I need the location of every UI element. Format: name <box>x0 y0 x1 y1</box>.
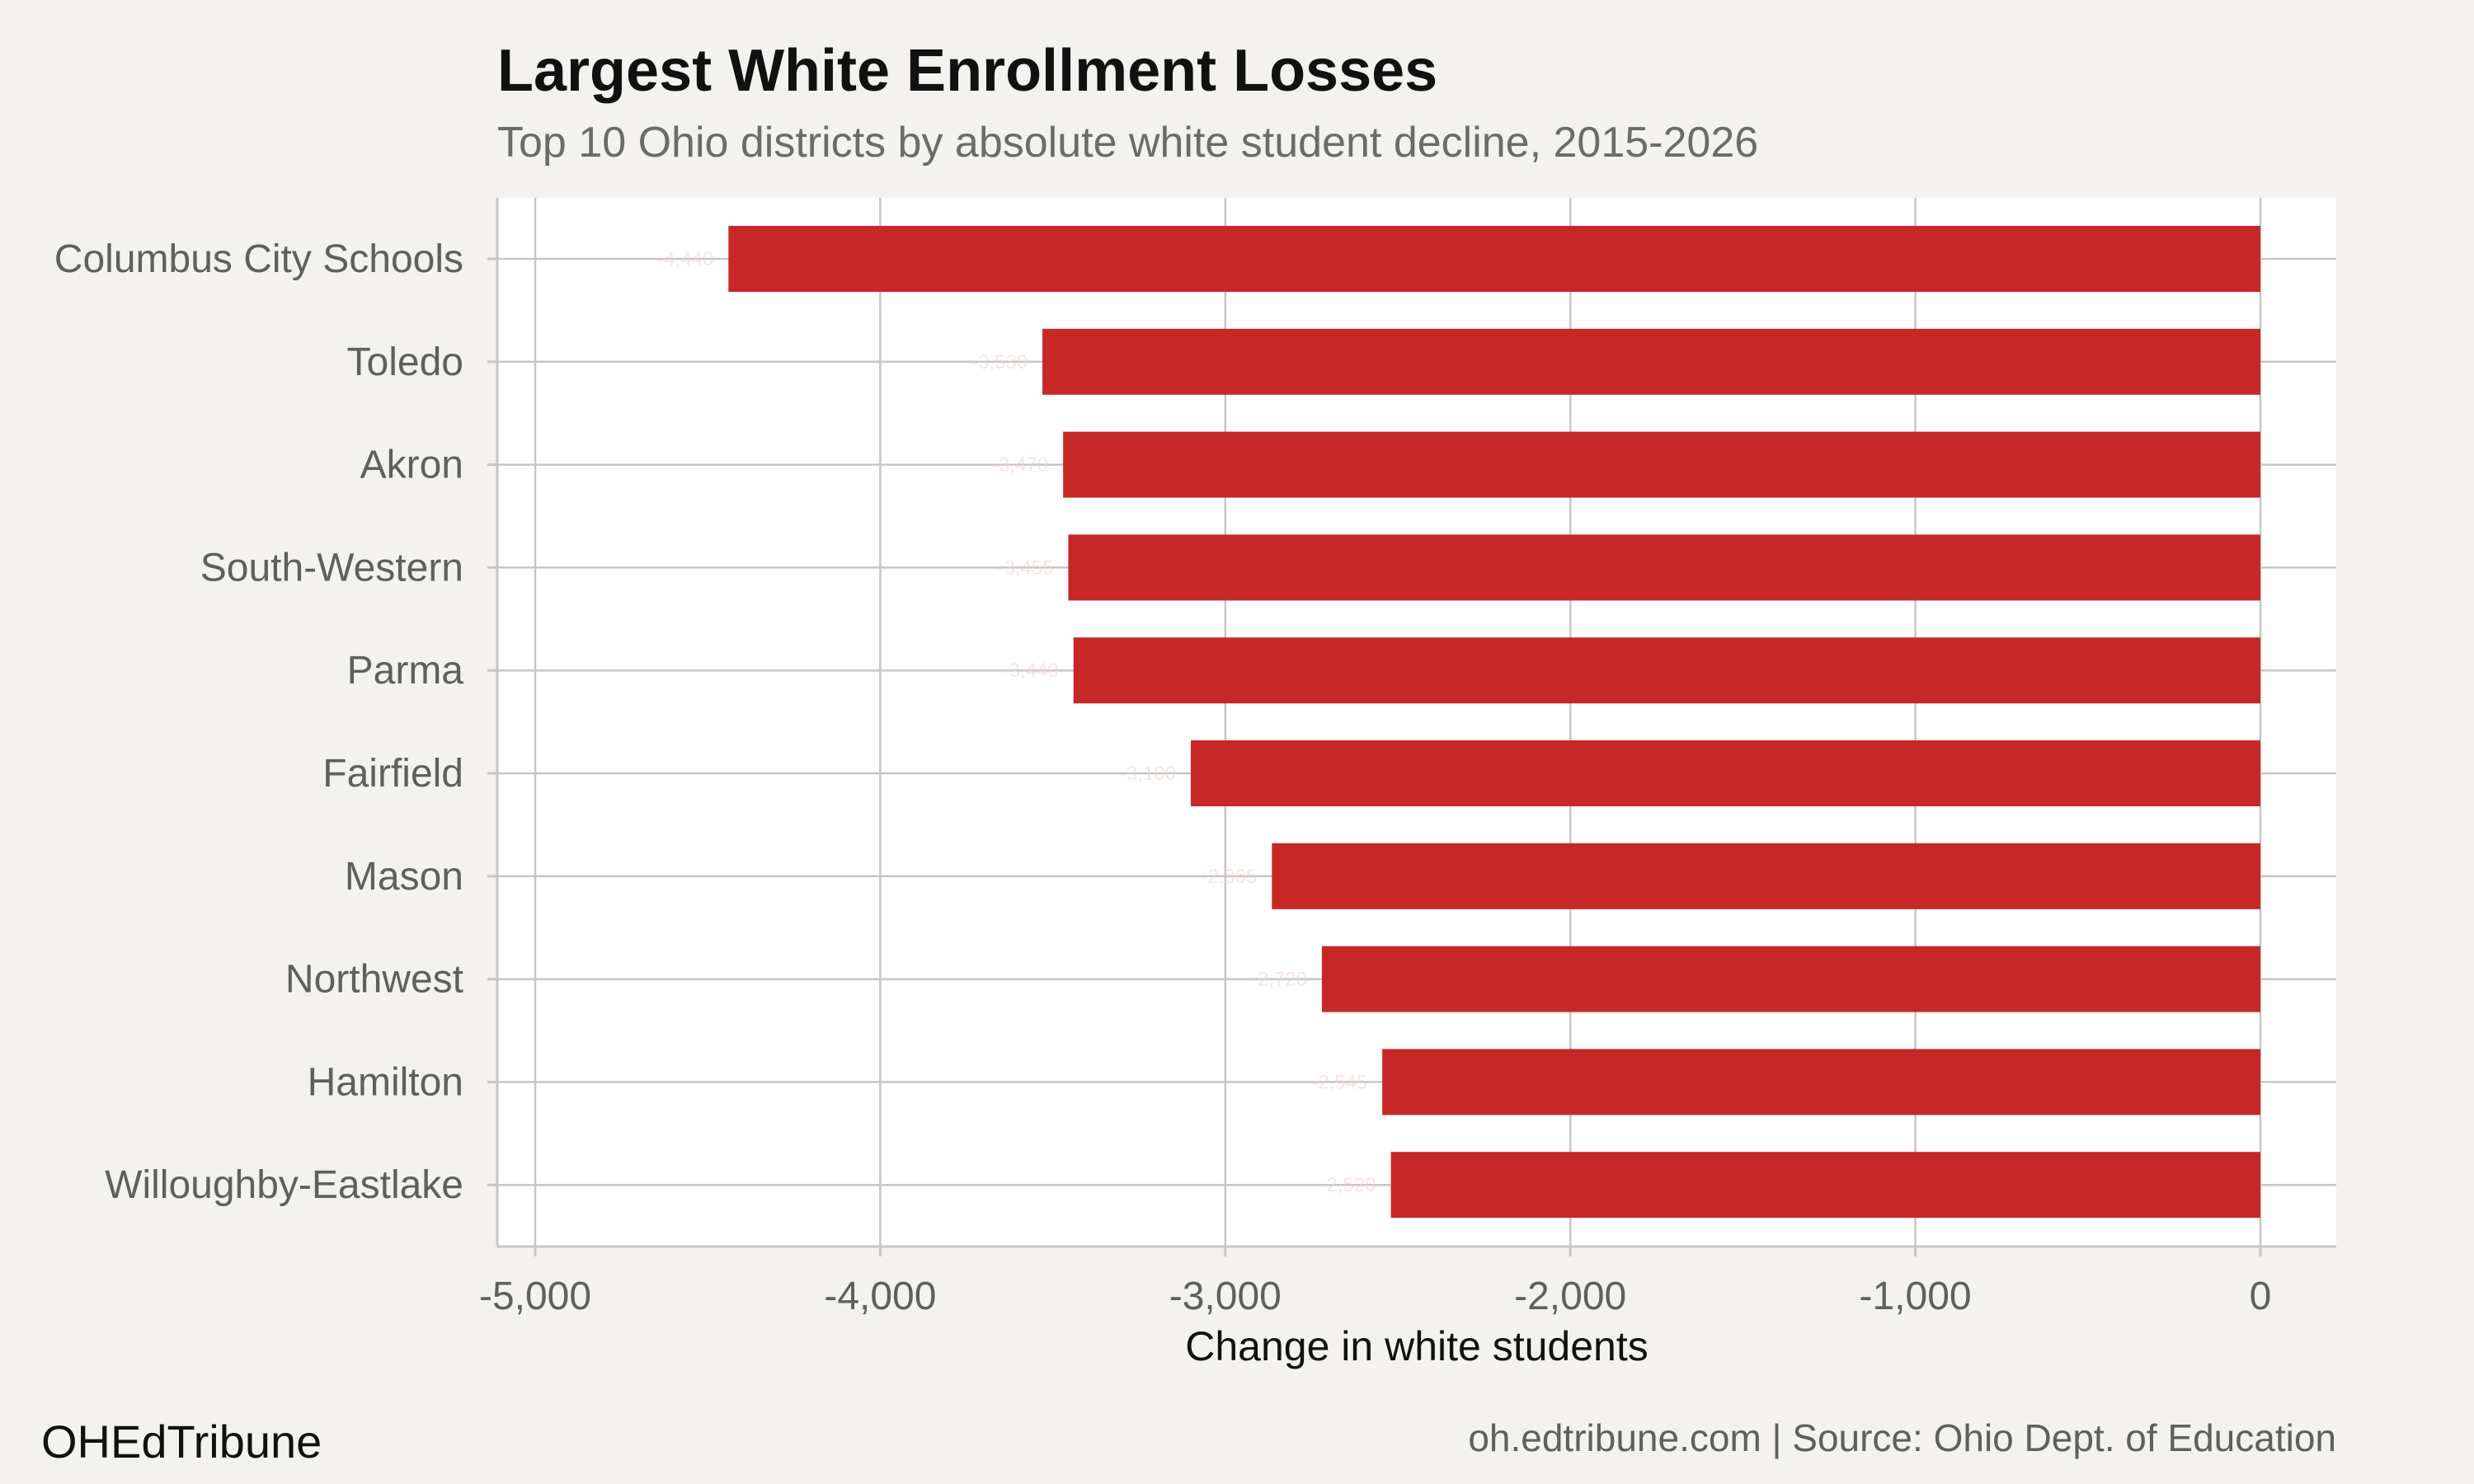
category-label: Akron <box>360 444 463 487</box>
bar <box>1073 637 2260 704</box>
x-tick-label: -3,000 <box>1169 1275 1282 1318</box>
bar <box>1068 534 2260 601</box>
bar-data-label: -3,470 <box>992 454 1048 477</box>
category-label: South-Western <box>200 546 463 589</box>
bar <box>1190 740 2260 806</box>
x-axis-title: Change in white students <box>1185 1323 1648 1369</box>
chart-title: Largest White Enrollment Losses <box>497 38 1437 104</box>
category-label: Toledo <box>347 340 463 384</box>
category-label: Parma <box>347 649 464 693</box>
bar-data-label: -3,440 <box>1003 660 1059 682</box>
category-labels: Columbus City Schools Toledo Akron South-We… <box>54 237 464 1207</box>
bar <box>1272 843 2260 909</box>
x-tick-label: -4,000 <box>824 1275 936 1318</box>
brand-logo-text: OHEdTribune <box>41 1416 322 1468</box>
category-label: Hamilton <box>308 1060 463 1104</box>
bar-data-label: -2,865 <box>1201 866 1257 888</box>
bar-data-label: -2,545 <box>1311 1071 1367 1093</box>
x-tick-label: 0 <box>2250 1275 2272 1318</box>
bar-data-label: -3,530 <box>971 351 1028 373</box>
bars: -4,440 -3,530 -3,470 -3,455 -3,440 -3,100 -2,8… <box>657 226 2260 1219</box>
bar-data-label: -3,100 <box>1120 763 1176 785</box>
category-label: Fairfield <box>322 752 463 796</box>
bar <box>1063 431 2260 498</box>
bar <box>1390 1152 2260 1219</box>
bar <box>728 226 2260 292</box>
category-label: Columbus City Schools <box>54 237 463 281</box>
category-label: Willoughby-Eastlake <box>105 1163 463 1207</box>
bar-data-label: -2,520 <box>1320 1174 1376 1196</box>
chart-subtitle: Top 10 Ohio districts by absolute white … <box>497 119 1758 167</box>
bar-data-label: -2,720 <box>1251 969 1307 991</box>
category-label: Northwest <box>285 958 463 1002</box>
category-label: Mason <box>345 855 463 899</box>
bar <box>1042 328 2260 395</box>
x-tick-label: -2,000 <box>1514 1275 1626 1318</box>
bar <box>1382 1049 2260 1115</box>
x-tick-label: -5,000 <box>479 1275 591 1318</box>
bar <box>1321 946 2260 1012</box>
bar-data-label: -4,440 <box>657 248 713 270</box>
bar-data-label: -3,455 <box>997 556 1053 579</box>
source-caption: oh.edtribune.com | Source: Ohio Dept. of… <box>1468 1416 2336 1459</box>
x-tick-label: -1,000 <box>1860 1275 1972 1318</box>
x-axis-ticks: -5,000 -4,000 -3,000 -2,000 -1,000 0 <box>479 257 2272 1318</box>
